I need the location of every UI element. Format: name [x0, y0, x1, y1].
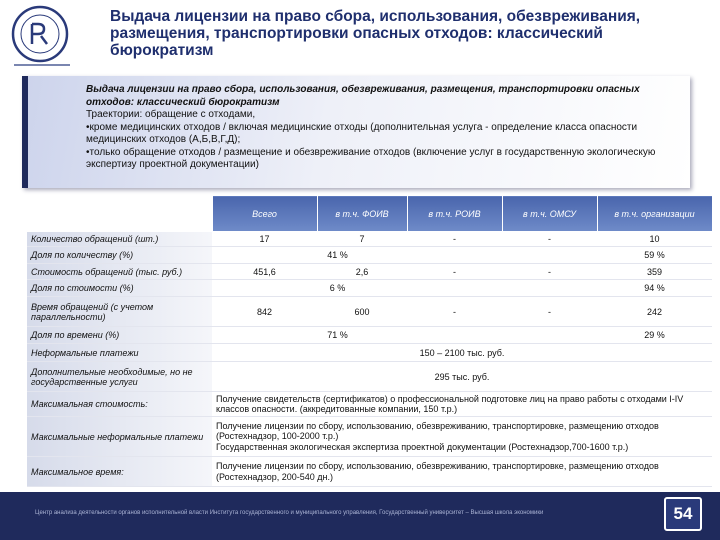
- row-label: Количество обращений (шт.): [27, 231, 212, 247]
- corner-cell: [27, 196, 212, 232]
- table-row: Доля по времени (%) 71 % 29 %: [27, 326, 712, 344]
- row-label: Максимальные неформальные платежи: [27, 416, 212, 457]
- row-label: Время обращений (с учетом параллельности…: [27, 296, 212, 327]
- column-header: в т.ч. организации: [596, 195, 713, 232]
- bullet-text: только обращение отходов / размещение и …: [86, 146, 656, 171]
- text-line: Получение лицензии по сбору, использован…: [216, 420, 659, 442]
- footer: Центр анализа деятельности органов испол…: [0, 492, 720, 540]
- cell: 2,6: [317, 263, 407, 280]
- share-cell: 41 %: [212, 246, 407, 264]
- share-cell: 94 %: [597, 279, 712, 297]
- bullet: •только обращение отходов / размещение и…: [86, 146, 656, 171]
- share-cell: 6 %: [212, 279, 407, 297]
- table-row: Время обращений (с учетом параллельности…: [27, 296, 712, 327]
- header-row: Всего в т.ч. ФОИВ в т.ч. РОИВ в т.ч. ОМСУ в …: [27, 195, 713, 232]
- column-header: в т.ч. ФОИВ: [316, 195, 408, 232]
- bullet-text: кроме медицинских отходов / включая меди…: [86, 121, 638, 146]
- column-header: Всего: [211, 195, 318, 232]
- text-cell: 150 – 2100 тыс. руб.: [212, 343, 712, 362]
- row-label: Доля по стоимости (%): [27, 279, 212, 297]
- slide-title: Выдача лицензии на право сбора, использо…: [110, 8, 641, 59]
- empty-cell: [407, 246, 597, 264]
- table-row: Максимальная стоимость: Получение свидете…: [27, 391, 712, 417]
- row-label: Дополнительные необходимые, но не госуда…: [27, 361, 212, 392]
- table-row: Доля по количеству (%) 41 % 59 %: [27, 246, 712, 264]
- cell: 600: [317, 296, 407, 327]
- table-row: Доля по стоимости (%) 6 % 94 %: [27, 279, 712, 297]
- text-cell: 295 тыс. руб.: [212, 361, 712, 392]
- footer-text: Центр анализа деятельности органов испол…: [35, 510, 544, 516]
- row-label: Неформальные платежи: [27, 343, 212, 362]
- text-cell: Получение лицензии по сбору, использован…: [212, 416, 712, 457]
- share-cell: 29 %: [597, 326, 712, 344]
- intro-box: Выдача лицензии на право сбора, использо…: [22, 76, 690, 188]
- page-number: 54: [664, 497, 702, 531]
- column-header: в т.ч. ОМСУ: [501, 195, 598, 232]
- cell: -: [502, 231, 597, 247]
- intro-lead: Траектории: обращение с отходами,: [86, 109, 256, 120]
- cell: 842: [212, 296, 317, 327]
- table-row: Количество обращений (шт.) 17 7- -10: [27, 231, 712, 247]
- cell: 451,6: [212, 263, 317, 280]
- table-row: Максимальные неформальные платежи Получен…: [27, 416, 712, 457]
- row-label: Стоимость обращений (тыс. руб.): [27, 263, 212, 280]
- table-row: Неформальные платежи 150 – 2100 тыс. руб.: [27, 343, 712, 362]
- share-cell: 71 %: [212, 326, 407, 344]
- data-table: Всего в т.ч. ФОИВ в т.ч. РОИВ в т.ч. ОМСУ в …: [27, 195, 713, 487]
- cell: -: [407, 296, 502, 327]
- cell: 17: [212, 231, 317, 247]
- logo: [11, 5, 70, 66]
- share-cell: 59 %: [597, 246, 712, 264]
- table-row: Дополнительные необходимые, но не госуда…: [27, 361, 712, 392]
- row-label: Доля по количеству (%): [27, 246, 212, 264]
- text-line: Государственная экологическая экспертиза…: [216, 441, 629, 452]
- cell: -: [502, 296, 597, 327]
- empty-cell: [407, 279, 597, 297]
- table-row: Максимальное время: Получение лицензии по…: [27, 456, 712, 487]
- cell: 242: [597, 296, 712, 327]
- empty-cell: [407, 326, 597, 344]
- column-header: в т.ч. РОИВ: [406, 195, 503, 232]
- cell: 10: [597, 231, 712, 247]
- cell: -: [407, 263, 502, 280]
- row-label: Максимальная стоимость:: [27, 391, 212, 417]
- row-label: Максимальное время:: [27, 456, 212, 487]
- cell: -: [407, 231, 502, 247]
- text-cell: Получение свидетельств (сертификатов) о …: [212, 391, 712, 417]
- row-label: Доля по времени (%): [27, 326, 212, 344]
- intro-heading: Выдача лицензии на право сбора, использо…: [86, 84, 640, 108]
- text-cell: Получение лицензии по сбору, использован…: [212, 456, 712, 487]
- cell: -: [502, 263, 597, 280]
- bullet: •кроме медицинских отходов / включая мед…: [86, 121, 638, 146]
- cell: 7: [317, 231, 407, 247]
- table-row: Стоимость обращений (тыс. руб.) 451,6 2,6-…: [27, 263, 712, 280]
- cell: 359: [597, 263, 712, 280]
